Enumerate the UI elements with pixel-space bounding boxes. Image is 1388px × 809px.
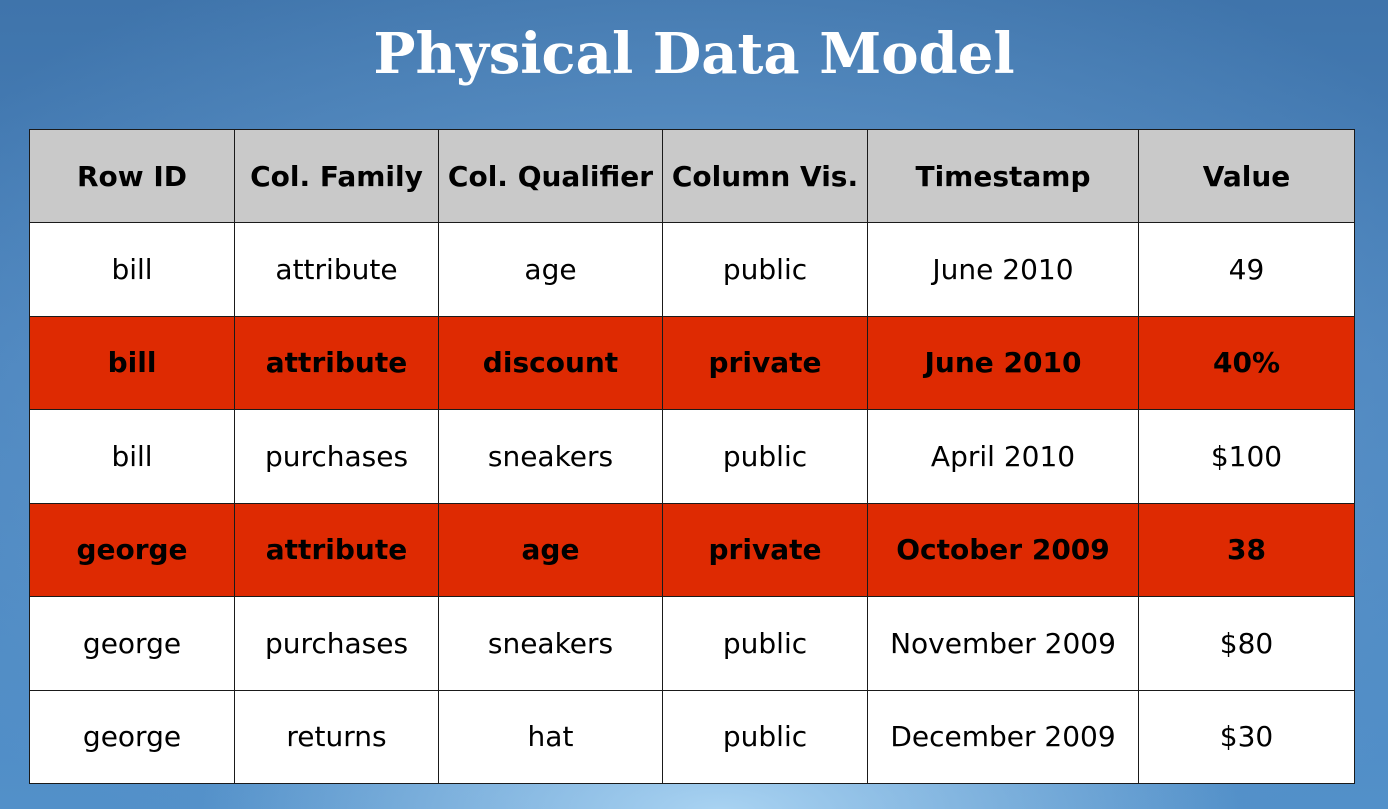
cell-col-qualifier: age bbox=[438, 502, 663, 597]
cell-column-vis: public bbox=[662, 689, 868, 784]
cell-col-qualifier: age bbox=[438, 222, 663, 317]
header-col-qualifier: Col. Qualifier bbox=[438, 129, 663, 223]
cell-row-id: bill bbox=[29, 409, 235, 504]
page-title: Physical Data Model bbox=[373, 21, 1015, 87]
cell-col-family: attribute bbox=[234, 315, 439, 410]
header-col-family: Col. Family bbox=[234, 129, 439, 223]
cell-timestamp: November 2009 bbox=[867, 596, 1139, 691]
cell-value: 49 bbox=[1138, 222, 1355, 317]
cell-timestamp: December 2009 bbox=[867, 689, 1139, 784]
header-column-vis: Column Vis. bbox=[662, 129, 868, 223]
cell-col-qualifier: sneakers bbox=[438, 596, 663, 691]
cell-timestamp: April 2010 bbox=[867, 409, 1139, 504]
cell-value: $30 bbox=[1138, 689, 1355, 784]
cell-column-vis: public bbox=[662, 409, 868, 504]
cell-value: $80 bbox=[1138, 596, 1355, 691]
cell-column-vis: private bbox=[662, 315, 868, 410]
table-row: george attribute age private October 200… bbox=[29, 502, 1355, 597]
header-row-id: Row ID bbox=[29, 129, 235, 223]
cell-column-vis: private bbox=[662, 502, 868, 597]
cell-col-family: purchases bbox=[234, 409, 439, 504]
table-row: bill attribute discount private June 201… bbox=[29, 315, 1355, 410]
cell-col-qualifier: hat bbox=[438, 689, 663, 784]
table-row: george returns hat public December 2009 … bbox=[29, 689, 1355, 784]
cell-row-id: george bbox=[29, 596, 235, 691]
cell-value: $100 bbox=[1138, 409, 1355, 504]
cell-column-vis: public bbox=[662, 596, 868, 691]
cell-col-family: attribute bbox=[234, 222, 439, 317]
cell-timestamp: October 2009 bbox=[867, 502, 1139, 597]
cell-column-vis: public bbox=[662, 222, 868, 317]
cell-row-id: george bbox=[29, 689, 235, 784]
cell-row-id: george bbox=[29, 502, 235, 597]
cell-col-qualifier: discount bbox=[438, 315, 663, 410]
cell-timestamp: June 2010 bbox=[867, 222, 1139, 317]
header-value: Value bbox=[1138, 129, 1355, 223]
header-timestamp: Timestamp bbox=[867, 129, 1139, 223]
table-row: bill purchases sneakers public April 201… bbox=[29, 409, 1355, 504]
cell-row-id: bill bbox=[29, 222, 235, 317]
cell-col-qualifier: sneakers bbox=[438, 409, 663, 504]
cell-col-family: purchases bbox=[234, 596, 439, 691]
cell-row-id: bill bbox=[29, 315, 235, 410]
cell-value: 40% bbox=[1138, 315, 1355, 410]
cell-col-family: returns bbox=[234, 689, 439, 784]
cell-timestamp: June 2010 bbox=[867, 315, 1139, 410]
cell-col-family: attribute bbox=[234, 502, 439, 597]
data-table: Row ID Col. Family Col. Qualifier Column… bbox=[29, 129, 1355, 784]
cell-value: 38 bbox=[1138, 502, 1355, 597]
table-header-row: Row ID Col. Family Col. Qualifier Column… bbox=[29, 129, 1355, 223]
table-row: george purchases sneakers public Novembe… bbox=[29, 596, 1355, 691]
table-row: bill attribute age public June 2010 49 bbox=[29, 222, 1355, 317]
